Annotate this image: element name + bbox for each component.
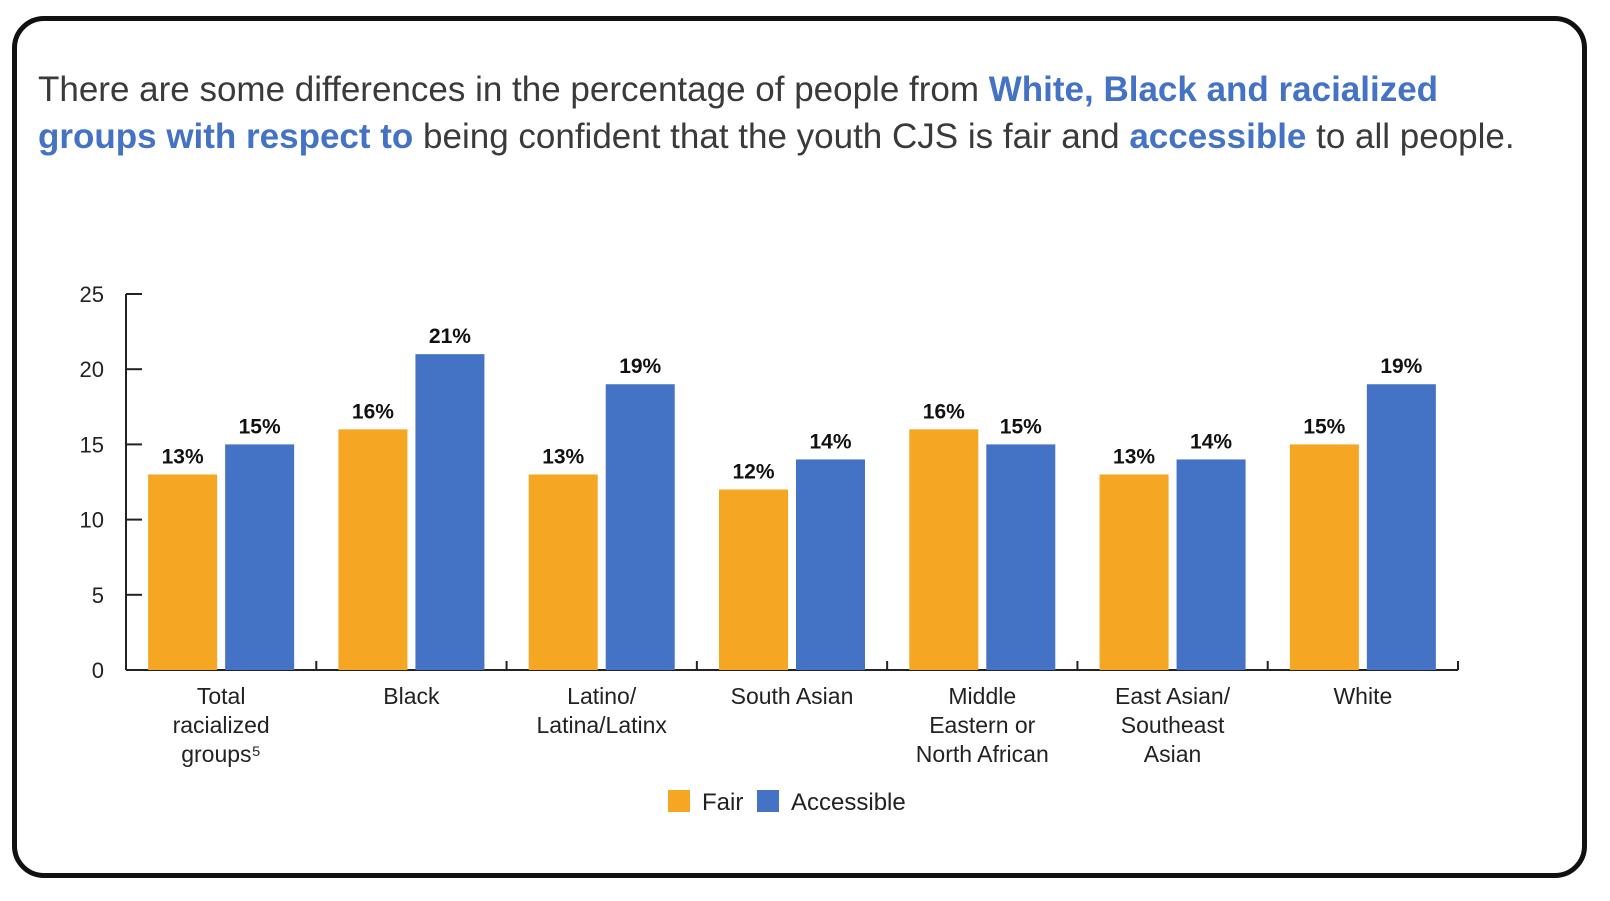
legend-label-accessible: Accessible <box>791 789 906 816</box>
legend-label-fair: Fair <box>702 789 743 816</box>
data-label-fair: 13% <box>1113 445 1155 468</box>
bar-fair <box>528 474 598 670</box>
data-label-fair: 16% <box>352 400 394 423</box>
y-tick-label: 5 <box>92 583 104 608</box>
bar-accessible <box>225 444 295 670</box>
data-label-accessible: 19% <box>619 355 661 378</box>
y-tick-label: 15 <box>80 432 104 457</box>
chart-headline: There are some differences in the percen… <box>38 66 1558 160</box>
bar-fair <box>338 429 408 670</box>
x-category-label: White <box>1333 683 1392 709</box>
x-category-label: Middle Eastern or North African <box>916 683 1049 767</box>
x-category-label: Latino/Latina/Latinx <box>536 683 667 738</box>
headline-part-4: to all people. <box>1306 117 1515 156</box>
bar-accessible <box>1176 459 1246 670</box>
y-tick-label: 20 <box>80 357 104 382</box>
x-category-label: East Asian/Southeast Asian <box>1115 683 1231 767</box>
chart-bars <box>148 354 1436 670</box>
headline-part-0: There are some differences in the percen… <box>38 70 989 109</box>
bar-fair <box>719 489 788 670</box>
data-label-accessible: 21% <box>429 325 471 348</box>
y-tick-label: 25 <box>80 282 104 307</box>
data-label-fair: 12% <box>732 461 774 484</box>
chart-legend: Fair Accessible <box>668 789 906 816</box>
x-category-label: South Asian <box>731 683 854 709</box>
data-label-fair: 15% <box>1303 415 1345 438</box>
data-label-fair: 13% <box>162 445 204 468</box>
bar-fair <box>148 474 218 670</box>
y-tick-label: 0 <box>92 658 104 683</box>
chart-labels: 13% 15% Total racialized groups⁵ 16% 21% Black 1… <box>162 325 1423 767</box>
bar-accessible <box>605 384 675 670</box>
x-category-label: Total racialized groups⁵ <box>173 683 270 767</box>
bar-accessible <box>1366 384 1436 670</box>
data-label-accessible: 19% <box>1380 355 1422 378</box>
data-label-fair: 16% <box>923 400 965 423</box>
headline-part-3: accessible <box>1129 117 1307 156</box>
bar-accessible <box>986 444 1056 670</box>
headline-part-1: White, Black and racialized groups with … <box>38 70 1439 156</box>
data-label-accessible: 15% <box>1000 415 1042 438</box>
bar-fair <box>909 429 979 670</box>
bar-accessible <box>415 354 485 670</box>
y-tick-label: 10 <box>80 508 104 533</box>
bar-fair <box>1099 474 1169 670</box>
x-category-label: Black <box>383 683 440 709</box>
bar-accessible <box>796 459 865 670</box>
legend-swatch-fair <box>668 790 690 812</box>
bar-fair <box>1289 444 1359 670</box>
data-label-fair: 13% <box>542 445 584 468</box>
headline-part-2: being confident that the youth CJS is fa… <box>413 117 1130 156</box>
data-label-accessible: 15% <box>239 415 281 438</box>
data-label-accessible: 14% <box>809 430 851 453</box>
data-label-accessible: 14% <box>1190 430 1232 453</box>
legend-swatch-accessible <box>757 790 779 812</box>
